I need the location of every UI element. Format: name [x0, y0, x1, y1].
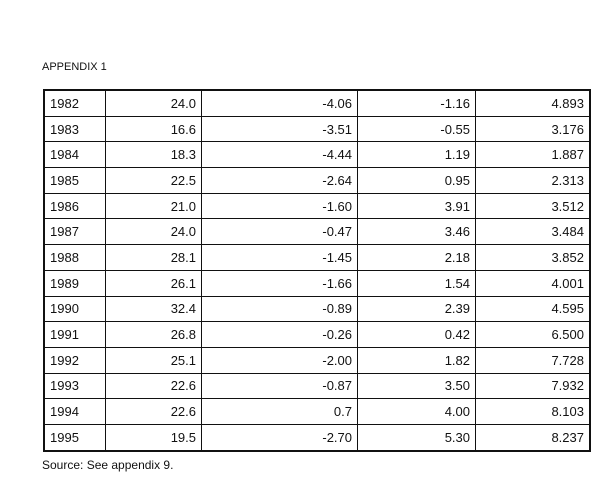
table-cell: 32.4 — [105, 295, 202, 323]
table-cell: 1989 — [43, 269, 106, 297]
table-cell: 0.7 — [201, 398, 358, 425]
table-cell: 4.001 — [475, 269, 591, 297]
table-row: 1986 21.0 -1.60 3.91 3.512 — [43, 192, 591, 220]
table-cell: 1984 — [43, 141, 106, 169]
table-cell: 25.1 — [105, 346, 202, 374]
table-cell: 24.0 — [105, 89, 202, 117]
table-cell: 24.0 — [105, 218, 202, 246]
table-row: 1992 25.1 -2.00 1.82 7.728 — [43, 346, 591, 374]
table-row: 1988 28.1 -1.45 2.18 3.852 — [43, 244, 591, 271]
table-cell: 0.95 — [357, 167, 476, 194]
table-cell: -4.06 — [201, 89, 358, 117]
table-cell: 19.5 — [105, 423, 202, 452]
table-row: 1982 24.0 -4.06 -1.16 4.893 — [43, 89, 591, 117]
table-cell: 3.46 — [357, 218, 476, 246]
table-cell: 1.887 — [475, 141, 591, 169]
table-cell: -1.45 — [201, 244, 358, 271]
table-cell: 1994 — [43, 398, 106, 425]
table-cell: -1.60 — [201, 192, 358, 220]
table-cell: 2.39 — [357, 295, 476, 323]
table-cell: 4.595 — [475, 295, 591, 323]
table-cell: 1986 — [43, 192, 106, 220]
table-cell: 26.8 — [105, 321, 202, 348]
table-cell: -0.89 — [201, 295, 358, 323]
table-cell: 0.42 — [357, 321, 476, 348]
table-cell: 1987 — [43, 218, 106, 246]
table-cell: -0.26 — [201, 321, 358, 348]
table-cell: 1990 — [43, 295, 106, 323]
table-cell: 1.19 — [357, 141, 476, 169]
table-cell: 18.3 — [105, 141, 202, 169]
table-cell: 16.6 — [105, 115, 202, 143]
table-cell: 1983 — [43, 115, 106, 143]
table-row: 1983 16.6 -3.51 -0.55 3.176 — [43, 115, 591, 143]
table-cell: 7.932 — [475, 372, 591, 400]
table-cell: 3.50 — [357, 372, 476, 400]
table-cell: 5.30 — [357, 423, 476, 452]
table-cell: -0.55 — [357, 115, 476, 143]
table-cell: 1.82 — [357, 346, 476, 374]
table-cell: -4.44 — [201, 141, 358, 169]
table-row: 1993 22.6 -0.87 3.50 7.932 — [43, 372, 591, 400]
table-cell: -0.47 — [201, 218, 358, 246]
table-row: 1987 24.0 -0.47 3.46 3.484 — [43, 218, 591, 246]
table-cell: -2.70 — [201, 423, 358, 452]
table-row: 1991 26.8 -0.26 0.42 6.500 — [43, 321, 591, 348]
table-cell: 3.484 — [475, 218, 591, 246]
table-cell: 8.237 — [475, 423, 591, 452]
table-cell: -1.16 — [357, 89, 476, 117]
table-cell: 1991 — [43, 321, 106, 348]
table-cell: 8.103 — [475, 398, 591, 425]
table-cell: 2.313 — [475, 167, 591, 194]
table-cell: 1988 — [43, 244, 106, 271]
table-cell: -2.00 — [201, 346, 358, 374]
table-cell: 2.18 — [357, 244, 476, 271]
table-cell: 26.1 — [105, 269, 202, 297]
table-cell: 22.5 — [105, 167, 202, 194]
table-cell: 6.500 — [475, 321, 591, 348]
table-cell: 22.6 — [105, 398, 202, 425]
table-cell: -2.64 — [201, 167, 358, 194]
table-row: 1989 26.1 -1.66 1.54 4.001 — [43, 269, 591, 297]
data-table: 1982 24.0 -4.06 -1.16 4.893 1983 16.6 -3.51 -0.5… — [43, 89, 591, 452]
table-cell: 1993 — [43, 372, 106, 400]
table-row: 1985 22.5 -2.64 0.95 2.313 — [43, 167, 591, 194]
table-row: 1984 18.3 -4.44 1.19 1.887 — [43, 141, 591, 169]
table-cell: 1.54 — [357, 269, 476, 297]
table-cell: 1992 — [43, 346, 106, 374]
table-cell: -3.51 — [201, 115, 358, 143]
table-cell: 3.512 — [475, 192, 591, 220]
table-cell: 3.91 — [357, 192, 476, 220]
table-cell: 4.00 — [357, 398, 476, 425]
table-cell: 3.852 — [475, 244, 591, 271]
table-cell: 21.0 — [105, 192, 202, 220]
table-cell: 1982 — [43, 89, 106, 117]
table-cell: 3.176 — [475, 115, 591, 143]
table-cell: 7.728 — [475, 346, 591, 374]
table-cell: -0.87 — [201, 372, 358, 400]
table-cell: -1.66 — [201, 269, 358, 297]
table-cell: 1985 — [43, 167, 106, 194]
table-row: 1994 22.6 0.7 4.00 8.103 — [43, 398, 591, 425]
appendix-title: APPENDIX 1 — [42, 61, 107, 73]
table-row: 1995 19.5 -2.70 5.30 8.237 — [43, 423, 591, 452]
table-body: 1982 24.0 -4.06 -1.16 4.893 1983 16.6 -3.51 -0.5… — [43, 89, 591, 452]
table-row: 1990 32.4 -0.89 2.39 4.595 — [43, 295, 591, 323]
table-cell: 4.893 — [475, 89, 591, 117]
table-cell: 28.1 — [105, 244, 202, 271]
table-cell: 22.6 — [105, 372, 202, 400]
source-note: Source: See appendix 9. — [42, 458, 174, 472]
table-cell: 1995 — [43, 423, 106, 452]
